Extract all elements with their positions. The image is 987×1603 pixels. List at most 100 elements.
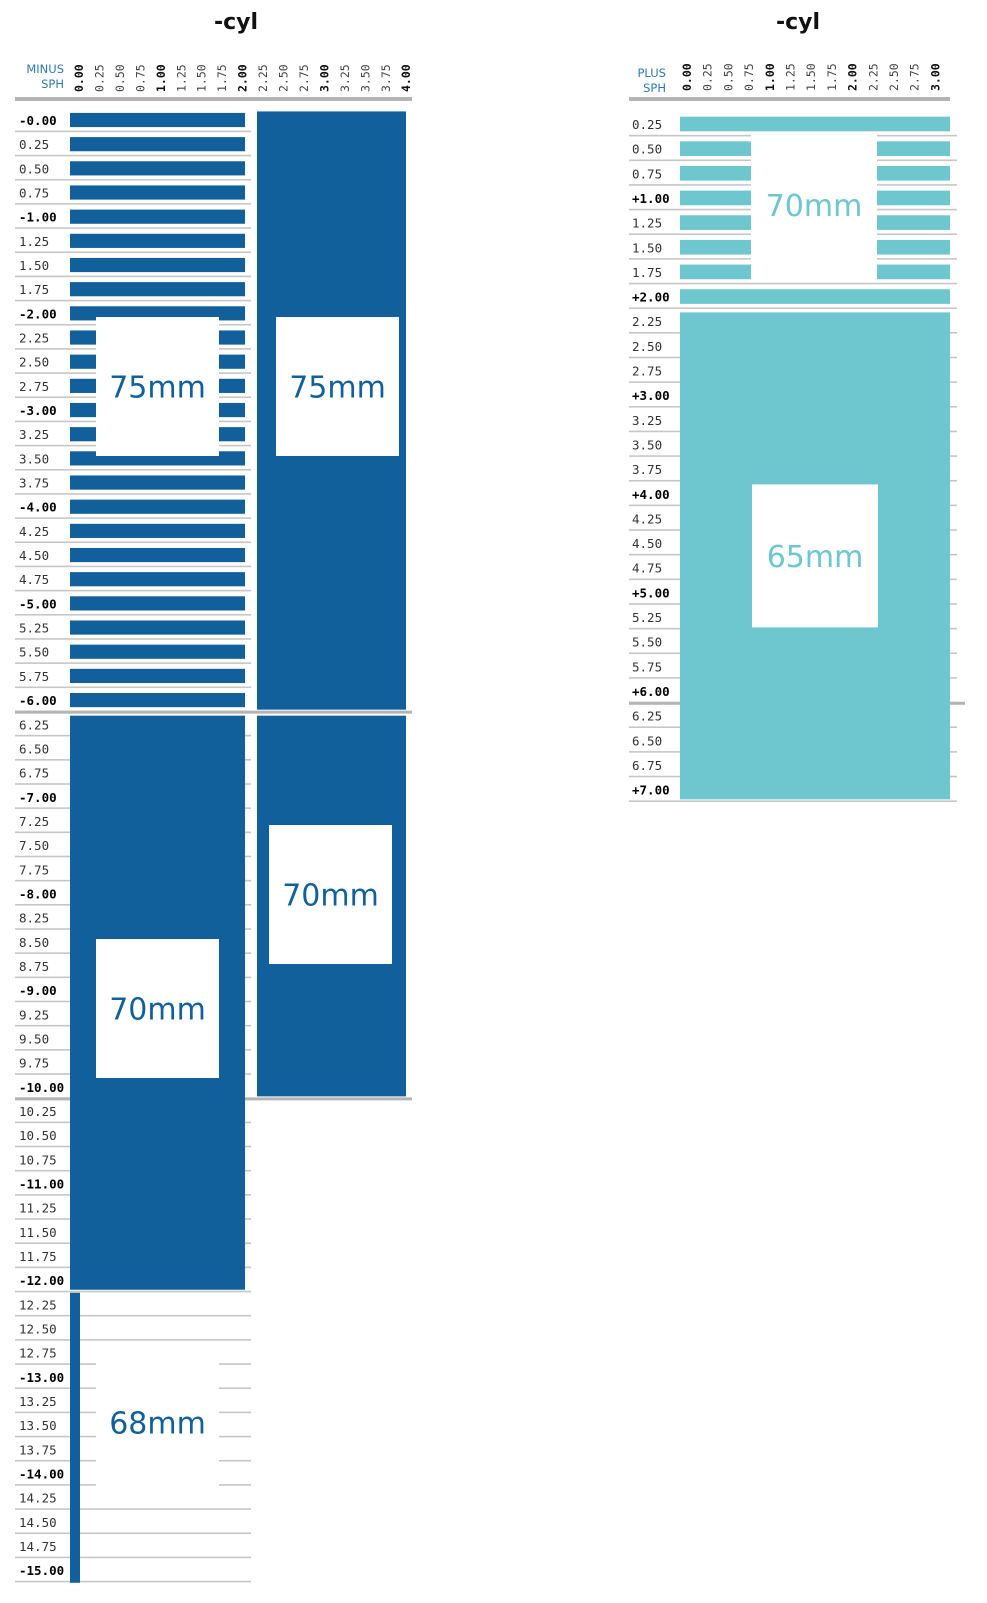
sph-row-label: 4.75 xyxy=(632,561,662,576)
sph-row-label: -14.00 xyxy=(19,1467,64,1482)
cyl-tick-label: 0.00 xyxy=(72,64,86,92)
availability-bar xyxy=(70,427,96,442)
sph-row-label: 0.75 xyxy=(632,166,662,181)
cyl-tick-label: 0.25 xyxy=(701,63,715,91)
availability-bar xyxy=(70,572,245,587)
availability-bar xyxy=(70,112,245,128)
sph-row-label: 5.25 xyxy=(19,621,49,636)
row-gridline xyxy=(15,565,251,568)
row-gridline xyxy=(15,686,251,689)
sph-row-label: 12.75 xyxy=(19,1346,57,1361)
availability-bar xyxy=(70,620,245,635)
sph-row-label: 5.25 xyxy=(632,610,662,625)
sph-row-label: 2.75 xyxy=(19,379,49,394)
sph-row-label: -7.00 xyxy=(19,790,57,805)
availability-bar xyxy=(219,330,245,345)
sph-row-label: 3.50 xyxy=(632,437,662,452)
availability-bar xyxy=(70,692,245,708)
diameter-label-box xyxy=(276,317,399,456)
sph-row-label: +5.00 xyxy=(632,585,670,600)
minus-row-header: MINUS xyxy=(26,62,64,76)
row-gridline xyxy=(15,154,251,157)
cyl-tick-label: 2.25 xyxy=(866,63,880,91)
cyl-tick-label: 1.50 xyxy=(195,64,209,92)
availability-bar xyxy=(877,264,950,280)
diameter-label-box xyxy=(751,132,877,278)
row-gridline xyxy=(629,307,957,309)
sph-row-label: 10.50 xyxy=(19,1128,57,1143)
cyl-tick-label: 1.25 xyxy=(784,63,798,91)
sph-row-label: 14.25 xyxy=(19,1491,57,1506)
availability-bar xyxy=(70,523,245,538)
minus-block-3: 70mm xyxy=(70,715,245,1290)
sph-row-label: -4.00 xyxy=(19,500,57,515)
minus-row-header-sub: SPH xyxy=(41,77,64,91)
minus-block-2: 75mm xyxy=(257,111,406,710)
cyl-tick-label: 2.50 xyxy=(887,63,901,91)
row-gridline xyxy=(15,130,251,133)
sph-row-label: 0.25 xyxy=(19,137,49,152)
plus-row-header: PLUS xyxy=(638,66,667,80)
cyl-tick-label: 1.00 xyxy=(154,64,168,92)
sph-row-label: 6.75 xyxy=(632,758,662,773)
sph-row-label: 2.25 xyxy=(19,331,49,346)
availability-bar xyxy=(680,215,751,230)
availability-bar xyxy=(680,116,950,132)
header-rule xyxy=(15,97,412,101)
cyl-tick-label: 3.00 xyxy=(928,63,942,91)
cyl-tick-label: 0.75 xyxy=(742,63,756,91)
row-gridline xyxy=(15,589,251,592)
sph-row-label: 12.25 xyxy=(19,1297,57,1312)
sph-row-label: -1.00 xyxy=(19,210,57,225)
diameter-label-box xyxy=(96,317,219,456)
sph-row-label: 11.50 xyxy=(19,1225,57,1240)
diameter-label: 68mm xyxy=(109,1407,206,1442)
availability-bar xyxy=(877,239,950,255)
sph-row-label: +6.00 xyxy=(632,684,670,699)
sph-row-label: -5.00 xyxy=(19,596,57,611)
plus-block-2: 65mm xyxy=(680,312,950,800)
sph-row-label: +7.00 xyxy=(632,783,670,798)
cyl-tick-label: 2.25 xyxy=(256,64,270,92)
sph-row-label: 13.25 xyxy=(19,1394,57,1409)
sph-row-label: 4.25 xyxy=(19,524,49,539)
cyl-tick-label: 1.00 xyxy=(763,63,777,91)
sph-row-label: 4.75 xyxy=(19,572,49,587)
cyl-tick-label: 2.00 xyxy=(846,63,860,91)
row-gridline xyxy=(629,800,957,802)
group-rule xyxy=(15,710,412,714)
cyl-tick-label: 1.25 xyxy=(174,64,188,92)
sph-row-label: 7.50 xyxy=(19,838,49,853)
availability-bar xyxy=(219,354,245,369)
diameter-label-box xyxy=(96,939,219,1078)
minus-block-4: 70mm xyxy=(257,715,406,1097)
cyl-tick-label: 1.75 xyxy=(825,63,839,91)
diameter-label: 65mm xyxy=(767,540,864,575)
cyl-tick-label: 3.25 xyxy=(338,64,352,92)
sph-row-label: 1.25 xyxy=(19,234,49,249)
availability-bar xyxy=(70,306,245,321)
row-gridline xyxy=(15,1556,251,1559)
sph-row-label: 9.75 xyxy=(19,1056,49,1071)
sph-row-label: 2.75 xyxy=(632,364,662,379)
row-gridline xyxy=(15,541,251,544)
sph-row-label: 2.50 xyxy=(632,339,662,354)
plus-sph-panel: -cyl PLUS SPH 0.00 0.25 0.50 0.75 1.00 1.25 1.… xyxy=(629,10,965,802)
sph-row-label: 5.50 xyxy=(19,645,49,660)
cyl-tick-label: 0.50 xyxy=(721,63,735,91)
availability-bar xyxy=(70,161,245,176)
availability-bar xyxy=(877,190,950,206)
diameter-label: 75mm xyxy=(109,371,206,406)
availability-bar xyxy=(680,289,950,304)
availability-bar xyxy=(70,1292,80,1583)
sph-row-label: +4.00 xyxy=(632,487,670,502)
sph-row-label: -0.00 xyxy=(19,113,57,128)
row-gridline xyxy=(15,1508,251,1510)
cyl-tick-label: 4.00 xyxy=(399,64,413,92)
row-gridline xyxy=(15,299,251,302)
sph-row-label: 2.50 xyxy=(19,355,49,370)
cyl-tick-label: 2.75 xyxy=(297,64,311,92)
availability-bar xyxy=(70,209,245,224)
sph-row-label: 5.75 xyxy=(632,659,662,674)
availability-bar xyxy=(70,137,245,152)
